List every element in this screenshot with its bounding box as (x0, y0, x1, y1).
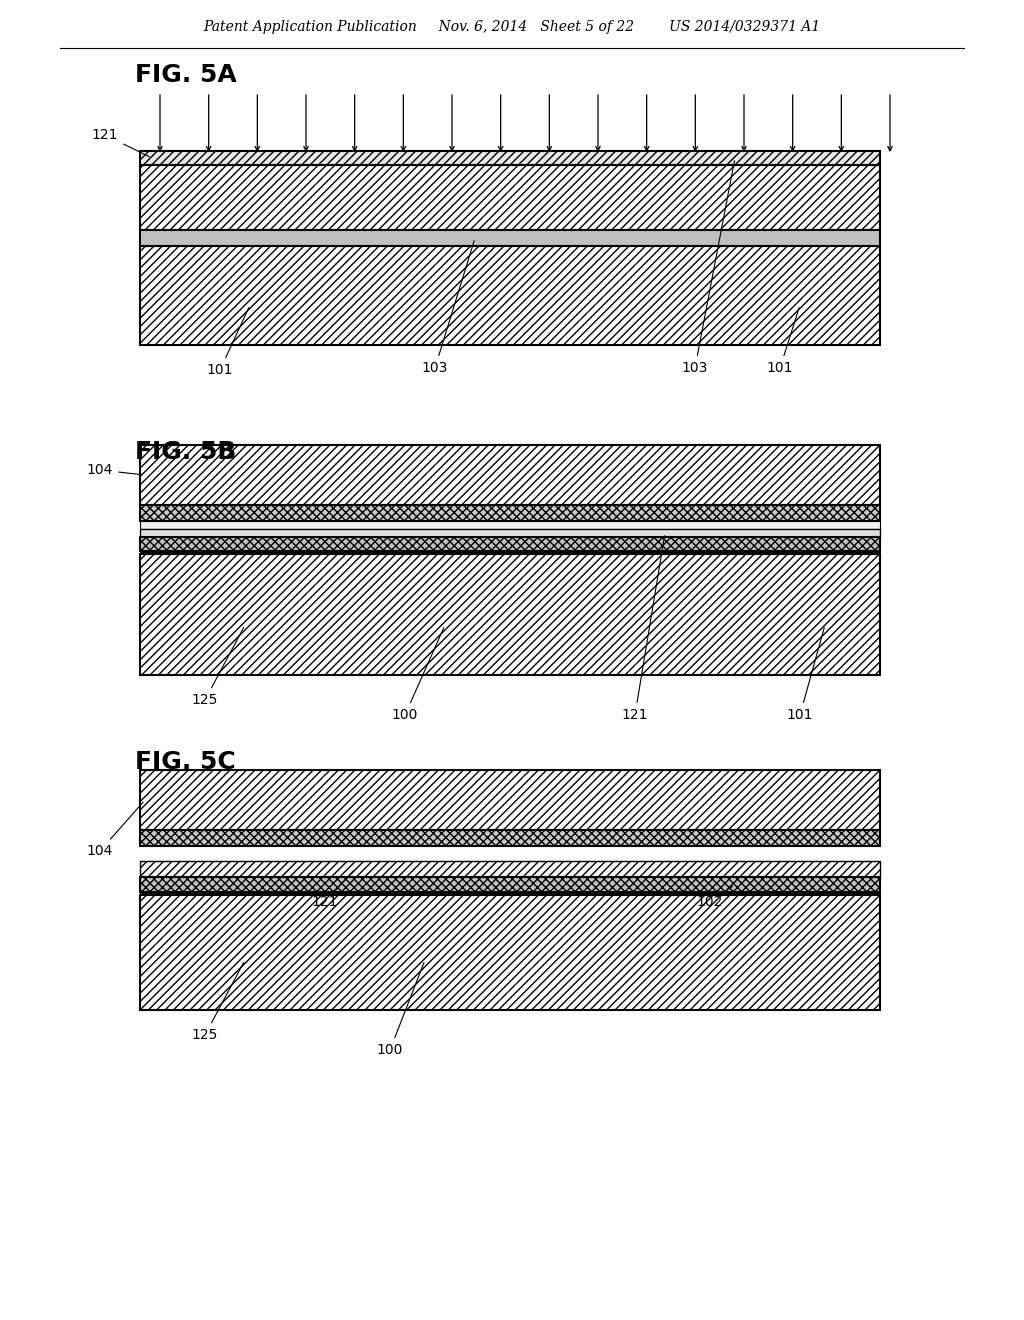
Text: 104: 104 (87, 803, 143, 858)
Text: 125: 125 (191, 627, 244, 708)
Text: 101: 101 (786, 628, 824, 722)
Text: 121: 121 (311, 871, 353, 909)
Bar (140, 150, 880, 165)
Bar (140, 892, 880, 895)
Text: 103: 103 (422, 240, 474, 375)
Text: 102: 102 (696, 886, 733, 909)
Text: 104: 104 (87, 463, 142, 477)
Bar (140, 165, 880, 230)
Text: 100: 100 (392, 627, 443, 722)
Bar (140, 895, 880, 1010)
Text: FIG. 5B: FIG. 5B (135, 440, 237, 465)
Bar (140, 830, 880, 846)
Text: 101: 101 (207, 308, 249, 378)
Bar (140, 861, 880, 876)
Bar (140, 554, 880, 675)
Bar (140, 445, 880, 506)
Bar (140, 550, 880, 554)
Bar (140, 537, 880, 550)
Text: 103: 103 (682, 161, 734, 375)
Text: FIG. 5A: FIG. 5A (135, 63, 237, 87)
Text: FIG. 5C: FIG. 5C (135, 750, 236, 774)
Text: 125: 125 (191, 962, 244, 1041)
Text: 100: 100 (377, 962, 424, 1057)
Bar (140, 246, 880, 345)
Text: 101: 101 (767, 308, 799, 375)
Text: 121: 121 (92, 128, 150, 157)
Bar (140, 506, 880, 521)
Bar (140, 770, 880, 830)
Bar (140, 521, 880, 529)
Bar (140, 876, 880, 892)
Bar (140, 529, 880, 537)
Text: 121: 121 (622, 536, 665, 722)
Bar (140, 230, 880, 246)
Text: Patent Application Publication     Nov. 6, 2014   Sheet 5 of 22        US 2014/0: Patent Application Publication Nov. 6, 2… (204, 20, 820, 34)
